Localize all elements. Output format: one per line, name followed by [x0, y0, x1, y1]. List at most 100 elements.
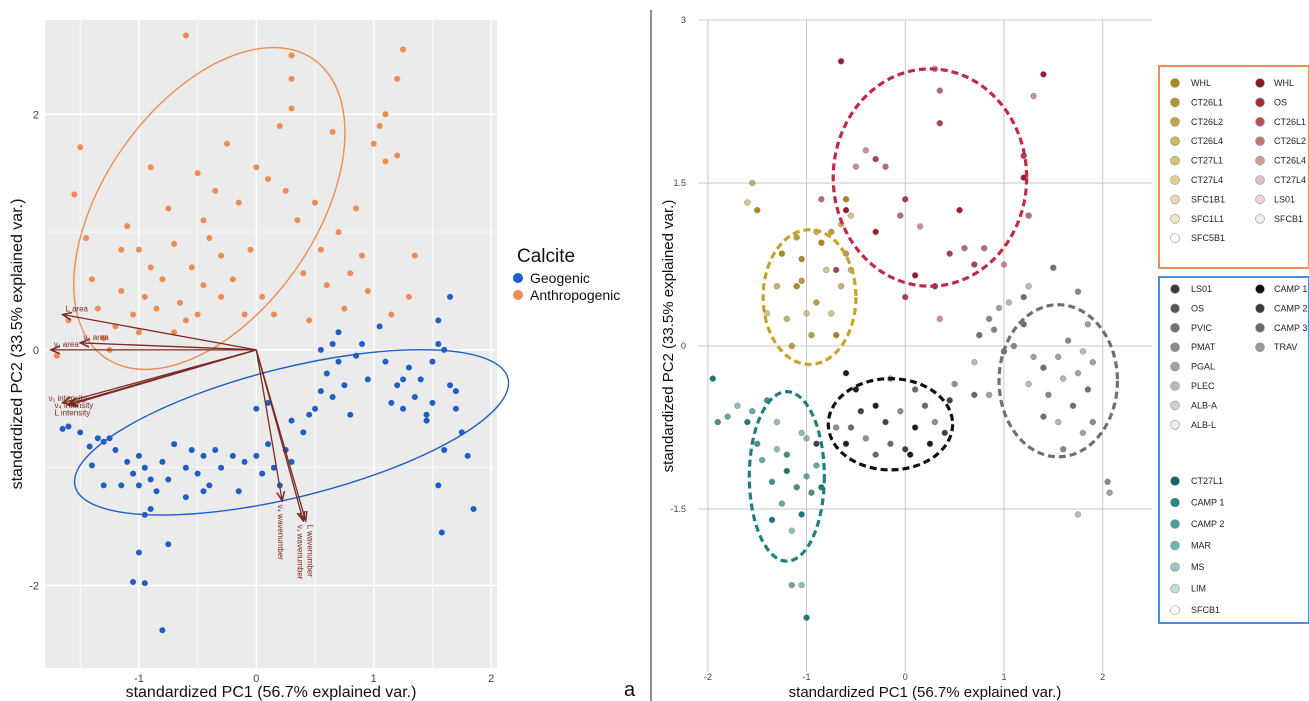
legend-swatch — [1255, 175, 1265, 185]
data-point — [159, 627, 166, 634]
data-point — [1089, 359, 1096, 366]
x-tick-label: 1 — [371, 673, 377, 685]
data-point — [808, 489, 815, 496]
loading-arrow — [63, 315, 257, 351]
data-point — [347, 270, 354, 277]
data-point — [857, 408, 865, 415]
data-point — [171, 240, 178, 247]
confidence-ellipse — [73, 348, 510, 516]
data-point — [200, 488, 207, 495]
data-point — [312, 199, 319, 206]
data-point — [837, 58, 845, 65]
data-point — [141, 293, 148, 300]
data-point — [773, 418, 781, 426]
data-point — [897, 212, 904, 219]
data-point — [335, 329, 342, 336]
data-point — [200, 452, 207, 459]
legend-label: PLEC — [1191, 381, 1215, 391]
data-point — [165, 205, 172, 212]
data-point — [171, 441, 178, 448]
data-point — [872, 402, 879, 409]
legend-swatch — [1170, 194, 1180, 205]
data-point — [71, 191, 78, 198]
data-point — [744, 199, 751, 206]
data-point — [376, 123, 383, 130]
legend-label: CAMP 1 — [1274, 284, 1307, 294]
data-point — [259, 293, 266, 300]
legend-label: CAMP 1 — [1191, 498, 1224, 508]
data-point — [253, 164, 260, 171]
data-point — [832, 424, 840, 431]
data-point — [229, 452, 236, 459]
data-point — [411, 252, 418, 259]
data-point — [842, 206, 850, 214]
data-point — [329, 394, 336, 401]
data-point — [916, 223, 924, 230]
loading-label: ν₄ wavenumber — [276, 505, 285, 561]
data-point — [124, 223, 131, 230]
data-point — [1040, 364, 1047, 371]
data-point — [147, 505, 154, 512]
data-point — [926, 440, 934, 447]
x-tick-label: 2 — [488, 673, 494, 685]
legend-swatch — [513, 290, 523, 300]
y-tick-label: -1.5 — [670, 504, 686, 514]
data-point — [435, 482, 442, 489]
data-point — [803, 435, 810, 442]
data-point — [323, 282, 330, 289]
data-point — [177, 299, 184, 306]
data-point — [1025, 212, 1032, 219]
legend-label: OS — [1191, 303, 1204, 313]
data-point — [65, 423, 72, 430]
data-point — [423, 417, 430, 424]
data-point — [206, 482, 213, 489]
data-point — [452, 388, 459, 395]
data-point — [329, 128, 336, 135]
loading-arrow — [80, 343, 257, 351]
data-point — [112, 447, 119, 454]
data-point — [441, 447, 448, 454]
x-tick-label: -1 — [134, 673, 144, 685]
y-axis-label: standardized PC2 (33.5% explained var.) — [9, 199, 26, 490]
legend-swatch — [1255, 284, 1265, 294]
data-point — [429, 358, 436, 365]
legend-swatch — [1255, 303, 1265, 314]
data-point — [793, 484, 800, 491]
legend-label: WHL — [1274, 78, 1294, 88]
legend-swatch — [1255, 136, 1265, 146]
confidence-ellipse — [73, 46, 346, 371]
data-point — [724, 413, 731, 420]
data-point — [171, 329, 178, 336]
legend-label: ALB-A — [1191, 400, 1217, 410]
data-point — [229, 276, 236, 283]
data-point — [182, 317, 189, 324]
x-tick-label: 0 — [903, 672, 908, 682]
legend-swatch — [1255, 342, 1265, 353]
data-point — [1025, 283, 1032, 290]
legend-swatch — [1170, 476, 1180, 486]
data-point — [347, 411, 354, 418]
data-point — [1025, 380, 1032, 388]
data-point — [300, 270, 307, 277]
data-point — [847, 424, 855, 431]
data-point — [872, 155, 879, 163]
data-point — [388, 311, 395, 318]
data-point — [1055, 353, 1062, 361]
x-tick-label: 1 — [1001, 672, 1006, 682]
legend-label: MS — [1191, 562, 1205, 572]
data-point — [317, 388, 324, 395]
data-point — [887, 440, 894, 447]
loading-arrow — [255, 349, 282, 501]
data-point — [94, 305, 101, 312]
data-point — [1089, 418, 1096, 426]
legend-swatch — [1255, 322, 1265, 333]
data-point — [758, 456, 766, 464]
data-point — [353, 352, 360, 359]
data-point — [464, 452, 471, 459]
data-point — [411, 394, 418, 401]
legend-swatch — [1170, 284, 1180, 294]
legend-swatch — [1170, 540, 1180, 551]
loading-label: L intensity — [54, 408, 90, 417]
data-point — [200, 282, 207, 289]
data-point — [165, 476, 172, 483]
